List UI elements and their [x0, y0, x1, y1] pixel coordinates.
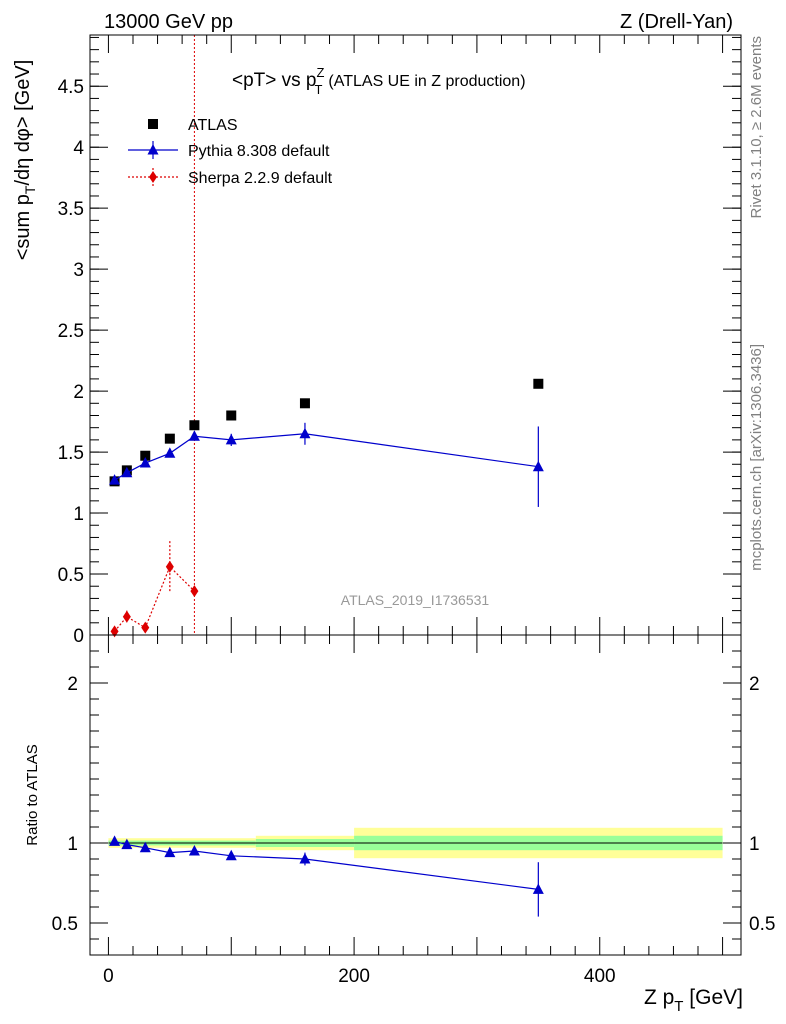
legend-marker-pythia-8-308-default: [147, 144, 159, 155]
ratio-pythia-point: [109, 835, 121, 846]
pythia-8-308-default-point: [139, 457, 151, 468]
analysis-watermark: ATLAS_2019_I1736531: [341, 592, 490, 608]
y-tick-label: 3: [73, 260, 84, 281]
atlas-point: [140, 450, 151, 461]
atlas-point: [189, 420, 200, 431]
plot-title: <pT> vs pZ T (ATLAS UE in Z production): [232, 65, 526, 97]
plot-title-sup: Z: [317, 65, 325, 80]
ratio-pythia-point: [299, 853, 311, 864]
y-tick-label: 0.5: [58, 565, 84, 586]
x-axis-label-pre: Z p: [644, 986, 674, 1009]
atlas-point: [299, 398, 310, 409]
y-axis-label: <sum pT/dη dφ> [GeV]: [12, 60, 38, 261]
y-axis-label-sub: T: [22, 185, 38, 194]
sherpa-2-2-9-default-point: [141, 621, 150, 634]
ratio-y-axis-label: Ratio to ATLAS: [24, 744, 41, 845]
y-tick-label: 3.5: [58, 199, 84, 220]
legend: ATLAS Pythia 8.308 default Sherpa 2.2.9 de…: [128, 117, 333, 187]
sherpa-2-2-9-default-point: [190, 585, 199, 598]
x-tick-label: 200: [338, 966, 370, 987]
ratio-pythia-point: [121, 838, 133, 850]
y-tick-label: 1: [73, 504, 84, 525]
y-tick-label: 1.5: [58, 443, 84, 464]
pythia-8-308-default-point: [225, 433, 237, 445]
y-tick-label: 4: [73, 138, 84, 159]
ratio-tick-label: 2: [67, 674, 78, 695]
y-tick-label: 2.5: [58, 321, 84, 342]
x-axis-label-post: [GeV]: [683, 986, 743, 1009]
ratio-tick-label-right: 1: [749, 834, 760, 855]
ratio-panel: 0 200 400 0.5 0.5 1 1 2 2: [52, 634, 775, 987]
pythia-8-308-default-line: [114, 433, 539, 481]
x-axis-label-sub: T: [674, 998, 683, 1015]
pythia-8-308-default-point: [121, 466, 133, 478]
ratio-tick-label: 0.5: [52, 914, 78, 935]
sherpa-2-2-9-default-point: [165, 560, 174, 573]
atlas-point: [533, 378, 544, 389]
header-left: 13000 GeV pp: [104, 11, 233, 33]
main-panel: 0 0.5 1 1.5 2 2.5 3 3.5 4 4.5: [58, 34, 742, 647]
sherpa-2-2-9-default-point: [122, 610, 131, 623]
legend-label-atlas: ATLAS: [188, 117, 238, 134]
x-axis-label: Z pT [GeV]: [644, 986, 743, 1015]
ratio-tick-label-right: 0.5: [749, 914, 775, 935]
ratio-frame: [89, 634, 742, 956]
plot-title-rest: (ATLAS UE in Z production): [328, 73, 525, 90]
pythia-8-308-default-point: [164, 447, 176, 458]
atlas-point: [226, 410, 237, 421]
sherpa-2-2-9-default-point: [110, 625, 119, 638]
rivet-label: Rivet 3.1.10, ≥ 2.6M events: [748, 36, 765, 219]
x-tick-label: 400: [584, 966, 616, 987]
ratio-tick-label: 1: [67, 834, 78, 855]
legend-marker-sherpa-2-2-9-default: [149, 171, 157, 183]
header-right: Z (Drell-Yan): [620, 11, 733, 33]
atlas-point: [164, 433, 175, 444]
y-tick-label: 0: [73, 626, 84, 647]
mcplots-label: mcplots.cern.ch [arXiv:1306.3436]: [748, 344, 765, 571]
x-tick-label: 0: [103, 966, 114, 987]
y-axis-label-post: /dη dφ> [GeV]: [12, 60, 34, 186]
ratio-tick-label-right: 2: [749, 674, 760, 695]
ratio-pythia-point: [188, 845, 200, 856]
y-axis-label-pre: <sum p: [12, 194, 34, 260]
ratio-pythia-point: [225, 849, 237, 861]
legend-marker-atlas: [148, 119, 158, 129]
legend-label-sherpa-2-2-9-default: Sherpa 2.2.9 default: [188, 170, 333, 187]
ratio-pythia-point: [139, 841, 151, 853]
plot-title-sub: T: [314, 82, 322, 97]
y-tick-label: 2: [73, 382, 84, 403]
plot-title-main: <pT> vs p: [232, 70, 317, 91]
y-tick-label: 4.5: [58, 77, 84, 98]
pythia-8-308-default-point: [188, 430, 200, 441]
pythia-8-308-default-point: [299, 427, 311, 439]
pythia-8-308-default-point: [109, 474, 121, 485]
ratio-pythia-point: [164, 846, 176, 858]
ratio-pythia-point: [532, 883, 544, 894]
legend-label-pythia-8-308-default: Pythia 8.308 default: [188, 143, 330, 160]
pythia-8-308-default-point: [532, 460, 544, 472]
